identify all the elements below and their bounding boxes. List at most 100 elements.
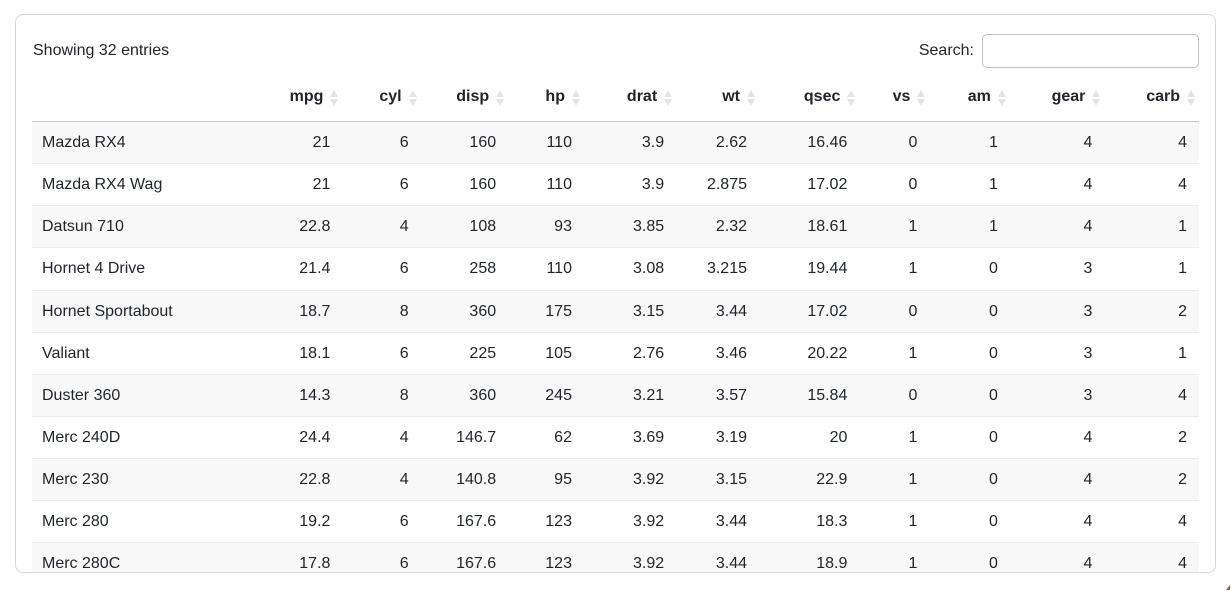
column-header-carb[interactable]: carb: [1104, 77, 1199, 122]
column-label: vs: [892, 88, 911, 105]
column-label: carb: [1146, 88, 1180, 105]
cell-mpg: 22.8: [299, 218, 331, 236]
cell-carb: 4: [1178, 176, 1187, 194]
cell-vs: 1: [908, 513, 918, 531]
table-row: Merc 280C 17.8 6 167.6 123 3.92 3.44 18.9 1 0 4 4: [32, 542, 1199, 573]
cell-disp: 160: [469, 134, 497, 152]
cell-drat: 3.08: [633, 260, 665, 278]
cell-mpg: 19.2: [299, 513, 331, 531]
cell-am: 1: [988, 134, 998, 152]
cell-wt: 3.44: [715, 513, 747, 531]
cell-hp: 93: [554, 218, 572, 236]
cell-cyl: 4: [399, 218, 409, 236]
column-label: cyl: [379, 88, 402, 105]
cell-drat: 3.9: [641, 134, 665, 152]
cell-am: 0: [988, 302, 998, 320]
column-header-wt[interactable]: wt: [676, 77, 759, 122]
cell-hp: 110: [546, 260, 572, 278]
cell-disp: 360: [469, 302, 497, 320]
cell-cyl: 6: [399, 134, 409, 152]
row-name: Hornet 4 Drive: [42, 260, 146, 278]
cell-vs: 1: [908, 470, 918, 488]
column-header-mpg[interactable]: mpg: [257, 77, 342, 122]
sort-icon: [664, 89, 673, 106]
column-label: drat: [626, 88, 658, 105]
table-row: Hornet 4 Drive 21.4 6 258 110 3.08 3.215 19.44 1…: [32, 247, 1199, 291]
cell-wt: 3.44: [715, 555, 747, 573]
cell-hp: 123: [545, 513, 572, 531]
cell-wt: 3.44: [715, 302, 747, 320]
cell-carb: 1: [1178, 218, 1187, 236]
column-header-name[interactable]: [32, 77, 257, 122]
search-input[interactable]: [982, 34, 1199, 68]
table-row: Hornet Sportabout 18.7 8 360 175 3.15 3.44 17.0…: [32, 290, 1199, 333]
column-header-vs[interactable]: vs: [859, 77, 929, 122]
cell-carb: 2: [1178, 428, 1187, 446]
column-header-cyl[interactable]: cyl: [342, 77, 420, 122]
cell-qsec: 17.02: [807, 176, 848, 194]
cell-gear: 4: [1083, 176, 1093, 194]
table-row: Duster 360 14.3 8 360 245 3.21 3.57 15.84 0 0 3 4: [32, 374, 1199, 417]
table-row: Merc 230 22.8 4 140.8 95 3.92 3.15 22.9 1 0 4 2: [32, 458, 1199, 501]
cell-hp: 123: [545, 555, 572, 573]
cell-carb: 1: [1178, 260, 1187, 278]
sort-icon: [847, 89, 856, 106]
cell-qsec: 15.84: [807, 386, 848, 404]
cell-wt: 3.46: [715, 344, 747, 362]
cell-vs: 0: [908, 176, 918, 194]
column-header-disp[interactable]: disp: [421, 77, 509, 122]
cell-hp: 110: [546, 176, 572, 194]
column-header-hp[interactable]: hp: [508, 77, 584, 122]
cell-hp: 245: [545, 386, 572, 404]
cell-am: 0: [988, 555, 998, 573]
row-name: Mazda RX4: [42, 134, 126, 152]
column-label: disp: [456, 88, 490, 105]
cell-mpg: 21: [312, 176, 331, 194]
cell-wt: 2.62: [715, 134, 747, 152]
cell-mpg: 14.3: [299, 386, 331, 404]
sort-icon: [997, 89, 1006, 106]
cell-mpg: 17.8: [299, 555, 331, 573]
cell-am: 0: [988, 260, 998, 278]
cell-vs: 0: [908, 134, 918, 152]
column-header-drat[interactable]: drat: [584, 77, 676, 122]
sort-icon: [571, 89, 580, 106]
cell-cyl: 8: [399, 302, 409, 320]
cell-mpg: 18.1: [299, 344, 331, 362]
cell-carb: 4: [1178, 513, 1187, 531]
cell-vs: 1: [908, 218, 918, 236]
cell-wt: 3.215: [706, 260, 747, 278]
column-header-am[interactable]: am: [929, 77, 1010, 122]
cell-drat: 3.92: [633, 513, 665, 531]
cell-disp: 258: [469, 260, 497, 278]
table-row: Mazda RX4 Wag 21 6 160 110 3.9 2.875 17.02 0 1 4 4: [32, 163, 1199, 206]
cell-disp: 167.6: [456, 513, 497, 531]
column-label: qsec: [803, 88, 841, 105]
row-name: Hornet Sportabout: [42, 302, 173, 320]
cell-qsec: 20.22: [807, 344, 848, 362]
cell-drat: 3.69: [633, 428, 665, 446]
cell-vs: 1: [908, 260, 918, 278]
cell-cyl: 4: [399, 428, 409, 446]
cell-gear: 4: [1083, 428, 1093, 446]
cell-qsec: 18.9: [816, 555, 848, 573]
cell-disp: 160: [469, 176, 497, 194]
cell-carb: 1: [1178, 344, 1187, 362]
row-name: Merc 280: [42, 513, 109, 531]
cell-carb: 2: [1178, 470, 1187, 488]
cell-vs: 0: [908, 302, 918, 320]
row-name: Merc 230: [42, 470, 109, 488]
sort-icon: [1092, 89, 1101, 106]
cell-cyl: 8: [399, 386, 409, 404]
cell-mpg: 22.8: [299, 470, 331, 488]
cell-qsec: 18.3: [816, 513, 848, 531]
cell-am: 1: [988, 176, 998, 194]
column-header-gear[interactable]: gear: [1010, 77, 1105, 122]
cell-drat: 2.76: [633, 344, 665, 362]
table-row: Merc 240D 24.4 4 146.7 62 3.69 3.19 20 1 0 4 2: [32, 416, 1199, 459]
column-header-qsec[interactable]: qsec: [759, 77, 859, 122]
cell-disp: 225: [469, 344, 497, 362]
cell-cyl: 6: [399, 513, 409, 531]
search-area: Search:: [919, 34, 1199, 68]
cell-hp: 110: [546, 134, 572, 152]
